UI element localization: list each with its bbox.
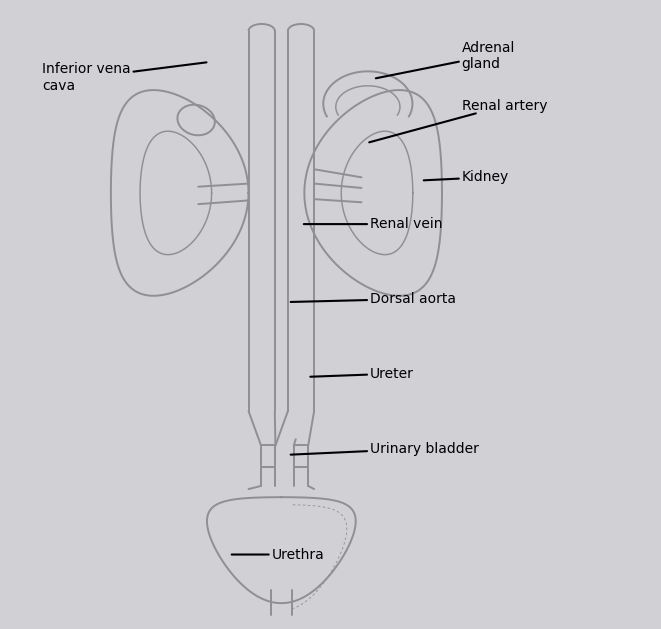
Text: Adrenal
gland: Adrenal gland (376, 41, 515, 78)
Text: Ureter: Ureter (310, 367, 414, 381)
Text: Dorsal aorta: Dorsal aorta (291, 292, 456, 306)
Text: Inferior vena
cava: Inferior vena cava (42, 62, 206, 92)
Text: Renal artery: Renal artery (369, 99, 547, 142)
Text: Renal vein: Renal vein (304, 217, 442, 231)
Text: Urinary bladder: Urinary bladder (291, 442, 479, 455)
Text: Urethra: Urethra (232, 547, 325, 562)
Text: Kidney: Kidney (424, 170, 509, 184)
